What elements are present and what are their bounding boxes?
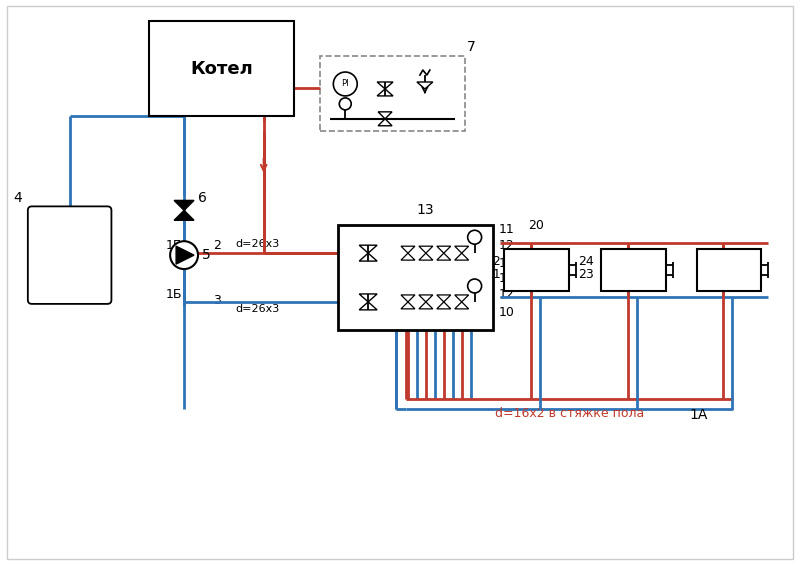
Text: Котел: Котел <box>190 59 253 77</box>
Polygon shape <box>401 253 415 260</box>
Text: 9: 9 <box>359 308 367 321</box>
Text: d=16x2 в стяжке пола: d=16x2 в стяжке пола <box>495 407 644 420</box>
Bar <box>320 56 465 131</box>
Polygon shape <box>419 295 433 302</box>
Text: 5: 5 <box>202 248 210 262</box>
Polygon shape <box>437 295 450 302</box>
Polygon shape <box>401 295 415 302</box>
Text: 12: 12 <box>498 288 514 301</box>
Polygon shape <box>377 82 393 89</box>
Bar <box>150 21 294 116</box>
Text: 12: 12 <box>498 239 514 252</box>
Text: d=26x3: d=26x3 <box>236 239 280 249</box>
Text: 11: 11 <box>498 223 514 236</box>
Polygon shape <box>176 246 194 264</box>
Text: 20: 20 <box>528 219 544 232</box>
Text: 8: 8 <box>346 271 354 284</box>
Polygon shape <box>377 89 393 96</box>
Text: d=26x3: d=26x3 <box>236 304 280 314</box>
Text: 10: 10 <box>498 306 514 319</box>
Circle shape <box>339 98 351 110</box>
Polygon shape <box>417 82 433 89</box>
Polygon shape <box>454 295 469 302</box>
Polygon shape <box>174 201 194 210</box>
Bar <box>505 249 569 291</box>
Polygon shape <box>419 253 433 260</box>
Text: 11: 11 <box>498 272 514 285</box>
Polygon shape <box>419 302 433 309</box>
Text: 23: 23 <box>578 268 594 281</box>
Text: 1Б: 1Б <box>166 239 182 252</box>
Polygon shape <box>359 245 377 253</box>
Polygon shape <box>378 119 392 126</box>
Polygon shape <box>401 302 415 309</box>
Circle shape <box>170 241 198 269</box>
Bar <box>697 249 762 291</box>
Text: 21: 21 <box>485 268 501 281</box>
Polygon shape <box>437 246 450 253</box>
Circle shape <box>468 279 482 293</box>
Text: 1А: 1А <box>690 408 708 422</box>
Polygon shape <box>437 253 450 260</box>
Text: 7: 7 <box>466 40 475 54</box>
Polygon shape <box>454 246 469 253</box>
Polygon shape <box>359 253 377 261</box>
Polygon shape <box>437 302 450 309</box>
Text: 3: 3 <box>213 294 221 307</box>
Text: 1Б: 1Б <box>166 288 182 301</box>
Polygon shape <box>401 246 415 253</box>
Text: PI: PI <box>342 80 349 89</box>
Text: 6: 6 <box>198 192 207 206</box>
Circle shape <box>334 72 358 96</box>
Polygon shape <box>359 302 377 310</box>
Bar <box>601 249 666 291</box>
FancyBboxPatch shape <box>28 206 111 304</box>
Polygon shape <box>359 294 377 302</box>
Text: 10: 10 <box>498 257 514 270</box>
Polygon shape <box>419 246 433 253</box>
Polygon shape <box>454 302 469 309</box>
Text: 2: 2 <box>213 239 221 252</box>
Text: 24: 24 <box>578 255 594 268</box>
Polygon shape <box>378 112 392 119</box>
Polygon shape <box>454 253 469 260</box>
Polygon shape <box>174 210 194 220</box>
Circle shape <box>468 231 482 244</box>
Text: 13: 13 <box>416 203 434 218</box>
Text: 4: 4 <box>13 192 22 206</box>
Bar <box>338 225 493 330</box>
Text: 22: 22 <box>485 255 501 268</box>
